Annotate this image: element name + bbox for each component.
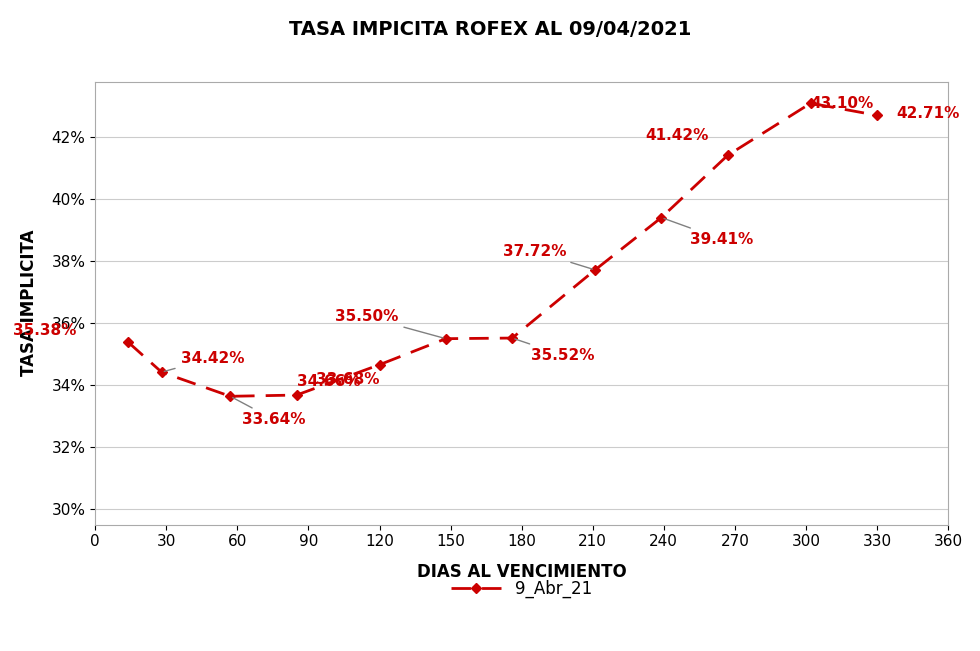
Text: 37.72%: 37.72%: [503, 244, 593, 269]
Text: 41.42%: 41.42%: [646, 128, 709, 143]
Text: 43.10%: 43.10%: [810, 96, 874, 111]
Legend: 9_Abr_21: 9_Abr_21: [445, 574, 599, 605]
Text: TASA IMPICITA ROFEX AL 09/04/2021: TASA IMPICITA ROFEX AL 09/04/2021: [289, 20, 691, 38]
Text: 33.64%: 33.64%: [232, 398, 306, 427]
Text: 35.38%: 35.38%: [13, 322, 76, 337]
Text: 34.66%: 34.66%: [297, 374, 361, 389]
Text: 35.52%: 35.52%: [514, 339, 595, 363]
Text: 34.42%: 34.42%: [165, 351, 244, 372]
Text: 35.50%: 35.50%: [335, 309, 443, 338]
Text: 42.71%: 42.71%: [896, 106, 959, 121]
Text: 39.41%: 39.41%: [664, 219, 753, 247]
X-axis label: DIAS AL VENCIMIENTO: DIAS AL VENCIMIENTO: [416, 563, 626, 581]
Text: 33.68%: 33.68%: [316, 372, 379, 387]
Y-axis label: TASA IMPLICITA: TASA IMPLICITA: [20, 230, 37, 376]
